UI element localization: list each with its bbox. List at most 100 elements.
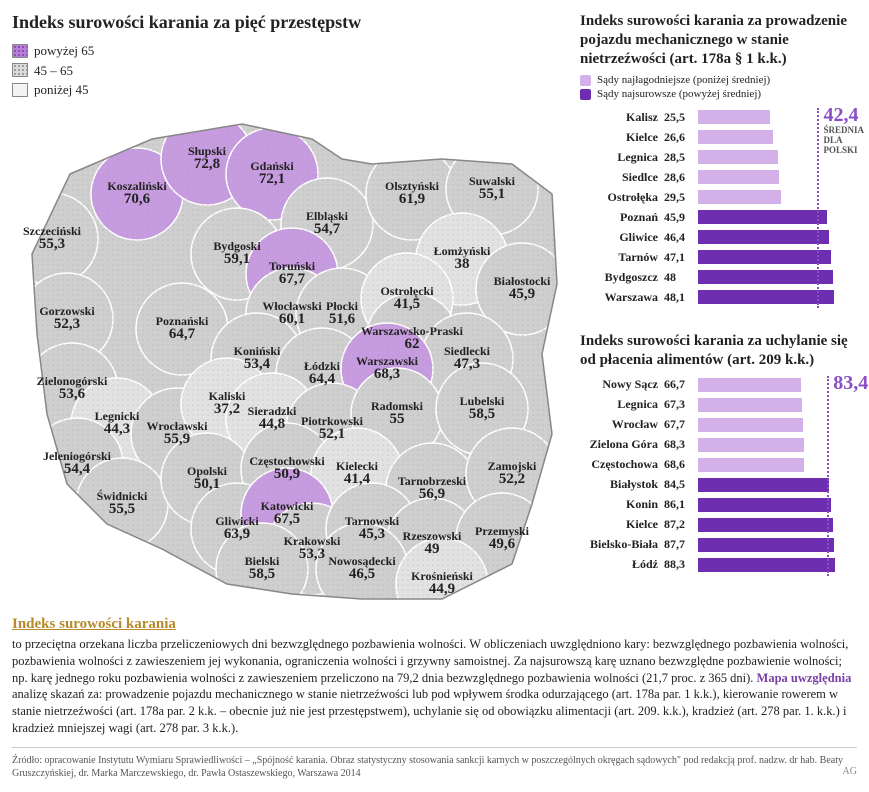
legend-swatch-icon (12, 63, 28, 77)
bar (698, 498, 831, 512)
bar-row: Gliwice46,4 (580, 228, 857, 246)
bar (698, 438, 804, 452)
legend-row: powyżej 65 (12, 41, 570, 61)
desc-body2: analizę skazań za: prowadzenie pojazdu m… (12, 687, 846, 735)
legend-swatch-icon (12, 83, 28, 97)
bar-row: Bydgoszcz48 (580, 268, 857, 286)
bar-track (698, 498, 857, 512)
bar-row: Zielona Góra68,3 (580, 436, 857, 454)
bar-label: Siedlce (580, 170, 664, 185)
bar-track (698, 170, 857, 184)
chart1-legend-dark: Sądy najsurowsze (powyżej średniej) (597, 88, 761, 100)
bar-label: Warszawa (580, 290, 664, 305)
bar-value: 28,5 (664, 150, 698, 165)
bar-label: Konin (580, 497, 664, 512)
bar-row: Poznań45,9 (580, 208, 857, 226)
bar-track (698, 290, 857, 304)
bar-track (698, 438, 857, 452)
mean-line (817, 108, 819, 308)
dot-dark-icon (580, 89, 591, 100)
mean-line (827, 376, 829, 576)
bar-row: Warszawa48,1 (580, 288, 857, 306)
bar-label: Gliwice (580, 230, 664, 245)
bar (698, 458, 804, 472)
bar (698, 110, 770, 124)
bar-value: 46,4 (664, 230, 698, 245)
bar-label: Legnica (580, 150, 664, 165)
bar-track (698, 190, 857, 204)
bar (698, 130, 773, 144)
bar-row: Wrocław67,7 (580, 416, 857, 434)
bar-track (698, 250, 857, 264)
title-main: Indeks surowości karania za pięć przestę… (12, 12, 570, 33)
bar-track (698, 398, 857, 412)
legend-swatch-icon (12, 44, 28, 58)
bar-label: Bielsko-Biała (580, 537, 664, 552)
bar-track (698, 478, 857, 492)
bar (698, 270, 833, 284)
chart1-title: Indeks surowości karania za prowadzenie … (580, 12, 857, 68)
bar-label: Łódź (580, 557, 664, 572)
mean-value: 83,4 (833, 372, 868, 395)
bar (698, 290, 834, 304)
bar-track (698, 558, 857, 572)
legend-row: poniżej 45 (12, 80, 570, 100)
bar (698, 538, 834, 552)
legend-label: 45 – 65 (34, 61, 73, 81)
bar-label: Poznań (580, 210, 664, 225)
legend-row: 45 – 65 (12, 61, 570, 81)
bar (698, 210, 827, 224)
bar-track (698, 230, 857, 244)
legend-label: powyżej 65 (34, 41, 94, 61)
chart1-legend-light: Sądy najłagodniejsze (poniżej średniej) (597, 74, 770, 86)
source-text: Źródło: opracowanie Instytutu Wymiaru Sp… (12, 755, 843, 779)
bar-row: Ostrołęka29,5 (580, 188, 857, 206)
bar-value: 67,3 (664, 397, 698, 412)
bar-label: Kielce (580, 130, 664, 145)
bar-value: 48 (664, 270, 698, 285)
bar-value: 86,1 (664, 497, 698, 512)
dot-light-icon (580, 75, 591, 86)
mean-value: 42,4 (823, 104, 858, 127)
bar-value: 67,7 (664, 417, 698, 432)
bar-label: Tarnów (580, 250, 664, 265)
bar-row: Tarnów47,1 (580, 248, 857, 266)
map: Szczeciński55,3Koszaliński70,6Słupski72,… (12, 104, 570, 604)
bar-value: 26,6 (664, 130, 698, 145)
bar-label: Kielce (580, 517, 664, 532)
bar-value: 88,3 (664, 557, 698, 572)
bar-value: 48,1 (664, 290, 698, 305)
bar-track (698, 538, 857, 552)
bar-value: 29,5 (664, 190, 698, 205)
bar-value: 87,7 (664, 537, 698, 552)
bar-value: 45,9 (664, 210, 698, 225)
bar-label: Kalisz (580, 110, 664, 125)
bar-label: Bydgoszcz (580, 270, 664, 285)
bar-row: Łódź88,3 (580, 556, 857, 574)
mean-label: ŚREDNIA DLA POLSKI (823, 126, 864, 156)
bar-row: Konin86,1 (580, 496, 857, 514)
legend-main: powyżej 6545 – 65poniżej 45 (12, 41, 570, 100)
bar-value: 25,5 (664, 110, 698, 125)
bar-label: Ostrołęka (580, 190, 664, 205)
description: Indeks surowości karania to przeciętna o… (12, 614, 857, 738)
bar-row: Częstochowa68,6 (580, 456, 857, 474)
chart1: Kalisz25,5Kielce26,6Legnica28,5Siedlce28… (580, 108, 857, 306)
bar-label: Zielona Góra (580, 437, 664, 452)
bar-value: 68,3 (664, 437, 698, 452)
bar-row: Legnica28,5 (580, 148, 857, 166)
chart2: Nowy Sącz66,7Legnica67,3Wrocław67,7Zielo… (580, 376, 857, 574)
bar-label: Nowy Sącz (580, 377, 664, 392)
bar-value: 84,5 (664, 477, 698, 492)
desc-head2: Mapa uwzględnia (757, 671, 852, 685)
bar-track (698, 418, 857, 432)
bar-row: Kielce26,6 (580, 128, 857, 146)
bar (698, 418, 803, 432)
chart2-title: Indeks surowości karania za uchylanie si… (580, 332, 857, 370)
bar (698, 230, 829, 244)
bar-row: Nowy Sącz66,7 (580, 376, 857, 394)
bar (698, 150, 778, 164)
bar-row: Białystok84,5 (580, 476, 857, 494)
bar-track (698, 518, 857, 532)
bar-value: 47,1 (664, 250, 698, 265)
